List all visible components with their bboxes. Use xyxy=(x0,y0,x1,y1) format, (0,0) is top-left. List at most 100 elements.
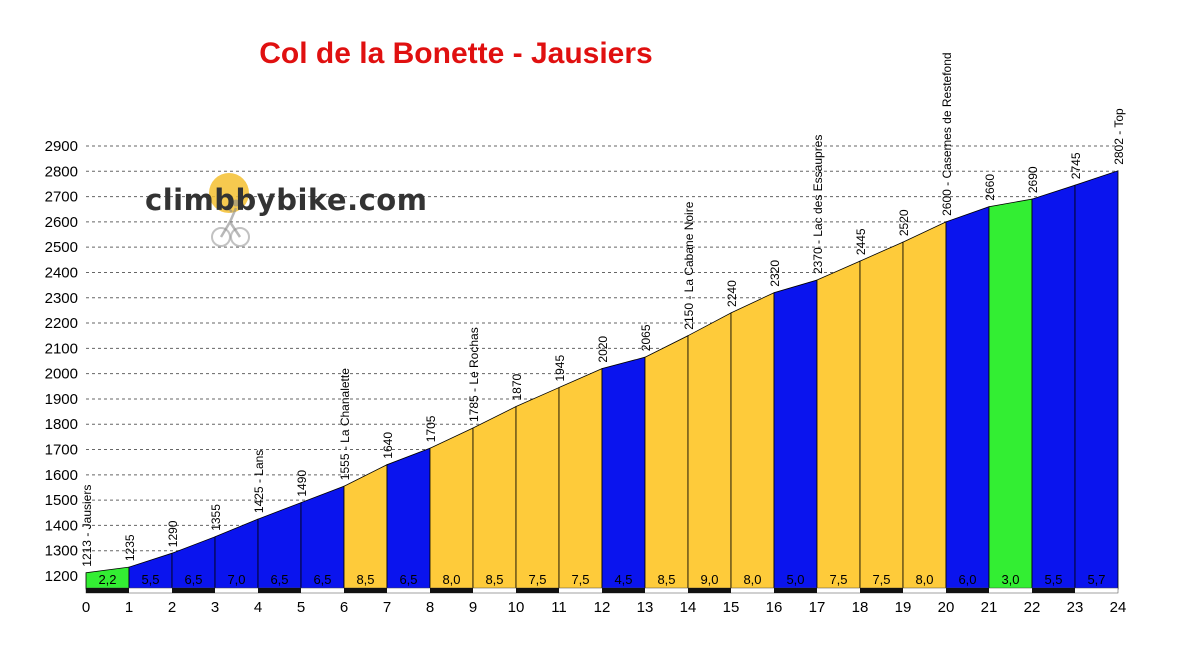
y-tick-label: 1900 xyxy=(45,391,78,408)
grade-label: 6,5 xyxy=(184,572,202,587)
x-axis-tick-labels: 0 1 2 3 4 5 6 7 8 9 10 11 12 13 14 15 16 17 18 19 20 21 22 23 24 xyxy=(82,599,1127,616)
elevation-label: 1490 xyxy=(295,470,309,497)
elevation-label: 1785 - Le Rochas xyxy=(467,327,481,422)
y-tick-label: 1300 xyxy=(45,543,78,560)
elevation-segment xyxy=(644,335,689,590)
elevation-label: 2445 xyxy=(854,228,868,255)
grade-label: 6,5 xyxy=(313,572,331,587)
elevation-label: 1425 - Lans xyxy=(252,450,266,513)
x-tick-label: 21 xyxy=(981,599,998,616)
x-tick-label: 24 xyxy=(1110,599,1127,616)
distance-bar-block xyxy=(688,588,731,593)
y-tick-label: 2700 xyxy=(45,189,78,206)
y-tick-label: 2100 xyxy=(45,340,78,357)
x-tick-label: 8 xyxy=(426,599,434,616)
elevation-label: 1870 xyxy=(510,374,524,401)
grade-label: 8,5 xyxy=(657,572,675,587)
elevation-label: 1555 - La Chanalette xyxy=(338,368,352,480)
x-tick-label: 7 xyxy=(383,599,391,616)
x-tick-label: 23 xyxy=(1067,599,1084,616)
elevation-label: 1235 xyxy=(123,534,137,561)
elevation-label: 2370 - Lac des Essaupres xyxy=(811,135,825,274)
grade-label: 9,0 xyxy=(700,572,718,587)
grade-label: 8,5 xyxy=(485,572,503,587)
elevation-label: 2520 xyxy=(897,209,911,236)
grade-label: 2,2 xyxy=(98,572,116,587)
chart-title: Col de la Bonette - Jausiers xyxy=(259,37,652,70)
distance-bar-block xyxy=(516,588,559,593)
elevation-segment xyxy=(558,367,603,590)
grade-label: 5,0 xyxy=(786,572,804,587)
x-tick-label: 4 xyxy=(254,599,262,616)
y-tick-label: 1500 xyxy=(45,492,78,509)
elevation-point-labels: 1213 - Jausiers 1235 1290 1355 1425 - Lans 14… xyxy=(80,52,1126,566)
x-tick-label: 9 xyxy=(469,599,477,616)
distance-bar-block xyxy=(172,588,215,593)
grade-label: 6,5 xyxy=(399,572,417,587)
x-tick-label: 1 xyxy=(125,599,133,616)
elevation-label: 2065 xyxy=(639,324,653,351)
y-tick-label: 2300 xyxy=(45,290,78,307)
y-axis-tick-labels: 1200 1300 1400 1500 1600 1700 1800 1900 2000 2100… xyxy=(45,138,78,585)
elevation-label: 2745 xyxy=(1069,152,1083,179)
grade-label: 8,5 xyxy=(356,572,374,587)
distance-bar-block xyxy=(774,588,817,593)
grade-label: 6,5 xyxy=(270,572,288,587)
elevation-segment xyxy=(902,221,947,590)
distance-bar-block xyxy=(86,588,129,593)
elevation-segment xyxy=(859,241,904,590)
elevation-segment xyxy=(429,427,474,590)
cyclist-logo-icon xyxy=(209,173,250,247)
watermark-text: climbbybike.com xyxy=(145,183,427,217)
grade-label: 7,5 xyxy=(571,572,589,587)
x-tick-label: 0 xyxy=(82,599,90,616)
grade-label: 7,5 xyxy=(528,572,546,587)
elevation-segment xyxy=(386,447,431,590)
x-tick-label: 18 xyxy=(852,599,869,616)
elevation-segment xyxy=(472,405,517,590)
grade-label: 4,5 xyxy=(614,572,632,587)
x-tick-label: 19 xyxy=(895,599,912,616)
x-tick-label: 16 xyxy=(766,599,783,616)
x-tick-label: 12 xyxy=(594,599,611,616)
grade-label: 5,5 xyxy=(141,572,159,587)
grade-label: 7,5 xyxy=(829,572,847,587)
y-tick-label: 1700 xyxy=(45,442,78,459)
distance-bar-block xyxy=(602,588,645,593)
distance-scale-bar xyxy=(85,587,1119,594)
elevation-segment xyxy=(687,312,732,590)
distance-bar-block xyxy=(1032,588,1075,593)
elevation-label: 2020 xyxy=(596,336,610,363)
x-tick-label: 14 xyxy=(680,599,697,616)
elevation-segment xyxy=(816,260,861,590)
grade-label: 5,7 xyxy=(1087,572,1105,587)
elevation-label: 1945 xyxy=(553,355,567,382)
distance-bar-block xyxy=(946,588,989,593)
y-tick-label: 2600 xyxy=(45,214,78,231)
elevation-label: 2660 xyxy=(983,174,997,201)
distance-bar-block xyxy=(344,588,387,593)
x-tick-label: 2 xyxy=(168,599,176,616)
distance-bar-block xyxy=(258,588,301,593)
x-tick-label: 5 xyxy=(297,599,305,616)
elevation-label: 2320 xyxy=(768,260,782,287)
grade-label: 7,5 xyxy=(872,572,890,587)
elevation-segment xyxy=(1074,170,1119,590)
watermark-logo: climbbybike.com xyxy=(145,173,427,247)
elevation-label: 2240 xyxy=(725,280,739,307)
elevation-label: 1355 xyxy=(209,504,223,531)
x-tick-label: 13 xyxy=(637,599,654,616)
x-tick-label: 6 xyxy=(340,599,348,616)
elevation-segment xyxy=(601,356,646,590)
y-tick-label: 2800 xyxy=(45,163,78,180)
y-tick-label: 2500 xyxy=(45,239,78,256)
x-tick-label: 10 xyxy=(508,599,525,616)
elevation-label: 1705 xyxy=(424,415,438,442)
elevation-segment xyxy=(343,464,388,590)
grade-label: 8,0 xyxy=(915,572,933,587)
grade-label: 8,0 xyxy=(442,572,460,587)
y-tick-label: 1800 xyxy=(45,416,78,433)
y-tick-label: 1200 xyxy=(45,568,78,585)
elevation-segment xyxy=(988,198,1033,590)
elevation-label: 1640 xyxy=(381,432,395,459)
